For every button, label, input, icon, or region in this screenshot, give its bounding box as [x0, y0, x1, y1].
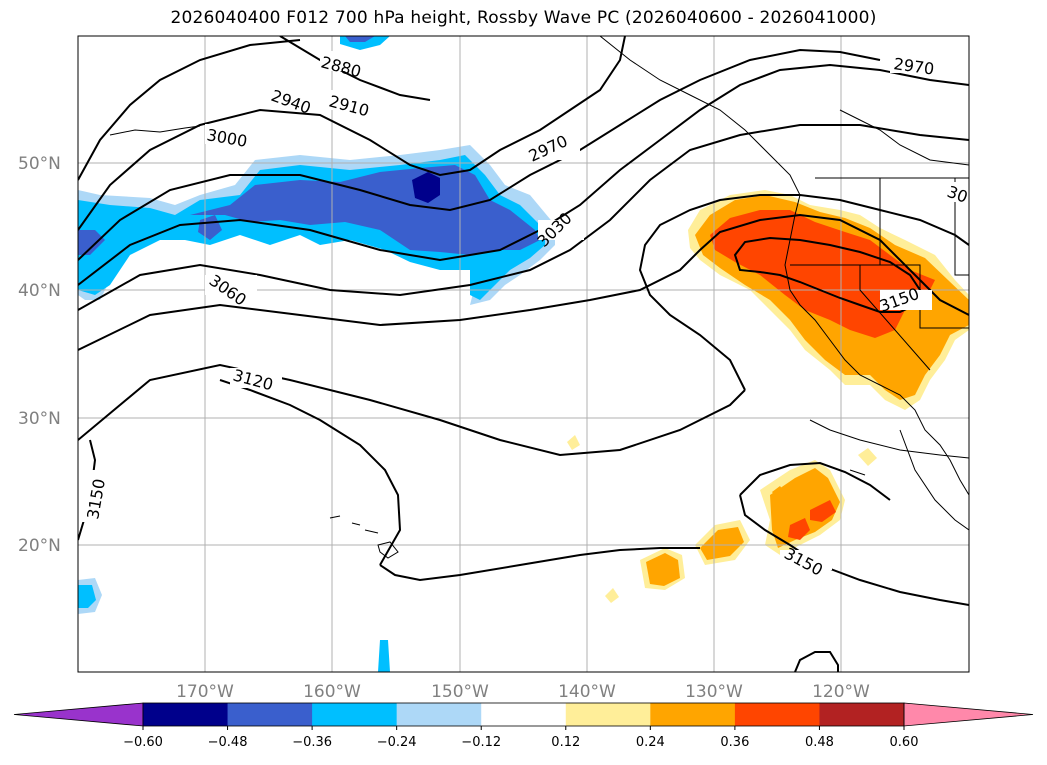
colorbar-tick-label: −0.60 — [123, 735, 163, 750]
colorbar-segment — [565, 703, 651, 726]
colorbar-frame — [142, 702, 905, 727]
positive-anomaly-shading — [567, 190, 969, 603]
lon-label: 130°W — [685, 682, 743, 702]
colorbar-segment — [819, 703, 905, 726]
colorbar-segment — [396, 703, 482, 726]
colorbar-tick-label: −0.12 — [461, 735, 501, 750]
colorbar-tick-label: −0.24 — [377, 735, 417, 750]
colorbar-tick-label: 0.36 — [720, 735, 749, 750]
contour-labels: 2880 2910 2940 2970 3000 3030 3060 3120 … — [78, 51, 970, 580]
latitude-labels: 50°N 40°N 30°N 20°N — [18, 154, 61, 556]
lon-label: 140°W — [558, 682, 616, 702]
lon-label: 170°W — [176, 682, 234, 702]
colorbar-extend-high — [903, 702, 1034, 727]
colorbar-tick-label: 0.60 — [890, 735, 919, 750]
colorbar-tick-label: 0.24 — [636, 735, 665, 750]
lat-label: 30°N — [18, 409, 61, 429]
lon-label: 160°W — [303, 682, 361, 702]
height-contours — [78, 36, 969, 672]
colorbar-segment — [481, 703, 567, 726]
colorbar-extend-low — [13, 702, 144, 727]
colorbar-segment — [312, 703, 398, 726]
lat-label: 20°N — [18, 536, 61, 556]
lon-label: 120°W — [812, 682, 870, 702]
negative-anomaly-shading — [78, 36, 555, 672]
colorbar-tick-label: 0.12 — [551, 735, 580, 750]
map-frame — [77, 35, 970, 673]
map-title: 2026040400 F012 700 hPa height, Rossby W… — [170, 8, 877, 28]
colorbar-tick-label: 0.48 — [805, 735, 834, 750]
coastlines — [109, 36, 969, 559]
lon-label: 150°W — [431, 682, 489, 702]
colorbar-segment — [650, 703, 736, 726]
colorbar-segment — [734, 703, 820, 726]
colorbar: −0.60 −0.48 −0.36 −0.24 −0.12 0.12 0.24 0.36 0.4… — [13, 702, 1034, 750]
longitude-labels: 170°W 160°W 150°W 140°W 130°W 120°W — [176, 682, 870, 702]
colorbar-tick-label: −0.48 — [208, 735, 248, 750]
colorbar-segment — [143, 703, 229, 726]
colorbar-segment — [227, 703, 313, 726]
colorbar-tick-label: −0.36 — [292, 735, 332, 750]
lat-label: 50°N — [18, 154, 61, 174]
lat-label: 40°N — [18, 281, 61, 301]
